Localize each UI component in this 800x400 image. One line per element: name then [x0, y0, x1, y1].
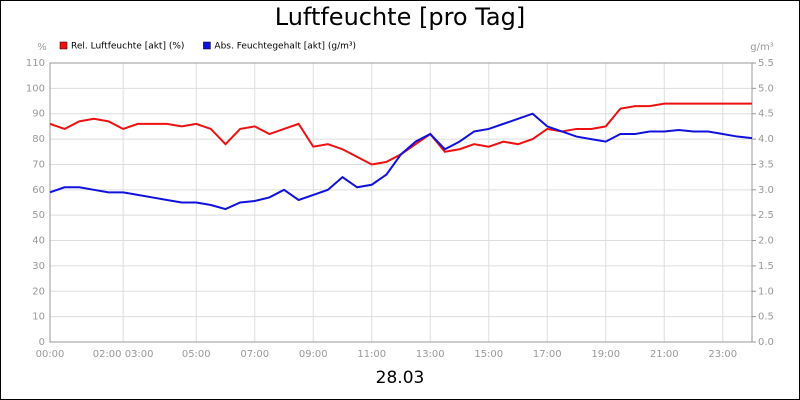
y2-tick-label: 0.0 [758, 337, 774, 348]
y2-tick-label: 0.5 [758, 312, 774, 323]
y-tick-label: 100 [26, 83, 45, 94]
x-tick-label: 02:00 03:00 [93, 349, 154, 360]
y-tick-label: 80 [32, 134, 45, 145]
y-tick-label: 0 [39, 337, 45, 348]
x-tick-label: 09:00 [299, 349, 328, 360]
x-tick-label: 19:00 [591, 349, 620, 360]
y2-tick-label: 3.5 [758, 159, 774, 170]
x-tick-label: 05:00 [182, 349, 211, 360]
x-tick-label: 11:00 [357, 349, 386, 360]
y2-tick-label: 2.0 [758, 236, 774, 247]
x-tick-label: 13:00 [416, 349, 445, 360]
y-tick-label: 20 [32, 286, 45, 297]
y-tick-label: 50 [32, 210, 45, 221]
y-tick-label: 60 [32, 185, 45, 196]
y2-tick-label: 3.0 [758, 185, 774, 196]
x-tick-label: 17:00 [533, 349, 562, 360]
y2-tick-label: 4.0 [758, 134, 774, 145]
y2-tick-label: 5.5 [758, 58, 774, 69]
y-tick-label: 110 [26, 58, 45, 69]
y-tick-label: 30 [32, 261, 45, 272]
legend-swatch [203, 41, 211, 50]
y2-tick-label: 2.5 [758, 210, 774, 221]
legend-swatch [59, 41, 68, 50]
x-tick-label: 23:00 [708, 349, 737, 360]
y2-axis-label: g/m³ [750, 42, 773, 53]
y-tick-label: 40 [32, 236, 45, 247]
x-tick-label: 21:00 [650, 349, 679, 360]
legend-label: Rel. Luftfeuchte [akt] (%) [71, 42, 184, 52]
chart-title: Luftfeuchte [pro Tag] [275, 3, 525, 31]
y2-tick-label: 4.5 [758, 109, 774, 120]
plot-area [49, 62, 753, 343]
y-tick-label: 90 [32, 109, 45, 120]
y-axis-label: % [37, 42, 47, 53]
data-line [49, 112, 753, 211]
y2-tick-label: 1.0 [758, 286, 774, 297]
y2-tick-label: 1.5 [758, 261, 774, 272]
y-tick-label: 10 [32, 312, 45, 323]
y2-tick-label: 5.0 [758, 83, 774, 94]
x-tick-label: 15:00 [474, 349, 503, 360]
x-tick-label: 07:00 [240, 349, 269, 360]
x-tick-label: 00:00 [36, 349, 65, 360]
x-axis-label: 28.03 [376, 368, 425, 388]
legend-label: Abs. Feuchtegehalt [akt] (g/m³) [214, 42, 356, 52]
y-tick-label: 70 [32, 159, 45, 170]
